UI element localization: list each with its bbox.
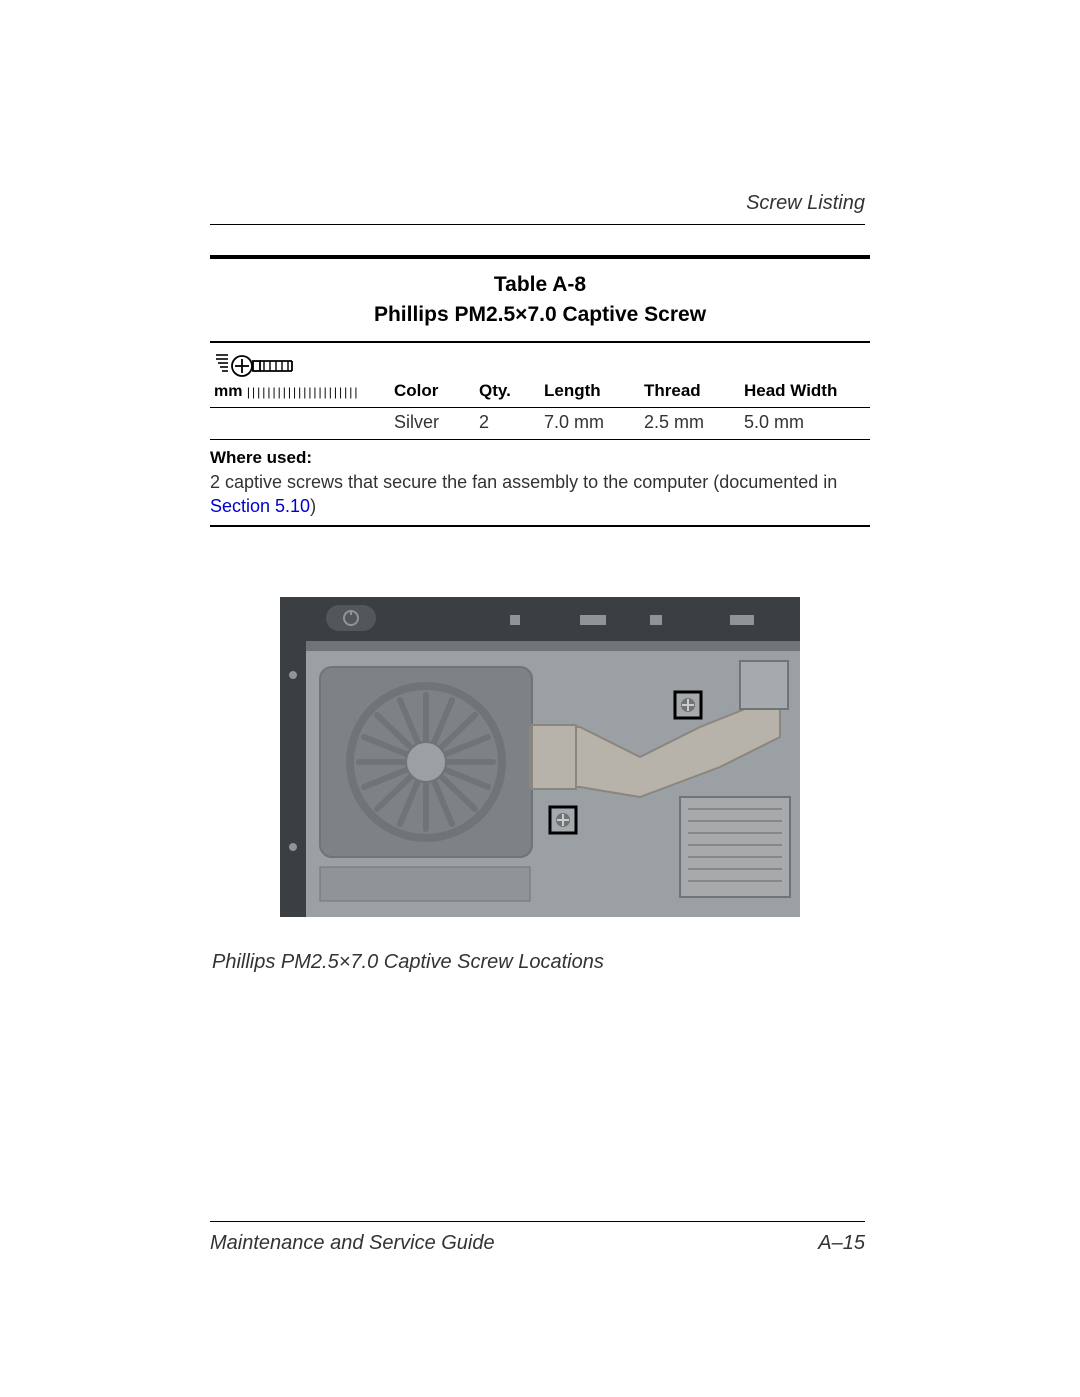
ruler-label: mm bbox=[214, 383, 242, 400]
cell-head: 5.0 mm bbox=[744, 412, 839, 433]
where-used-tail: ) bbox=[310, 496, 316, 516]
table-row: Silver 2 7.0 mm 2.5 mm 5.0 mm bbox=[210, 408, 870, 439]
footer-rule bbox=[210, 1221, 865, 1222]
table-header-row: mm |||||||||||||||||||||| Color Qty. Len… bbox=[210, 343, 870, 407]
figure-caption: Phillips PM2.5×7.0 Captive Screw Locatio… bbox=[210, 951, 870, 974]
where-used-text: 2 captive screws that secure the fan ass… bbox=[210, 468, 870, 519]
col-header-head: Head Width bbox=[744, 381, 839, 401]
screw-glyph-icon bbox=[214, 351, 324, 381]
col-header-qty: Qty. bbox=[479, 381, 544, 401]
running-header: Screw Listing bbox=[746, 192, 865, 215]
col-header-length: Length bbox=[544, 381, 644, 401]
cell-qty: 2 bbox=[479, 412, 544, 433]
laptop-internals-icon bbox=[280, 597, 800, 917]
table-title: Phillips PM2.5×7.0 Captive Screw bbox=[210, 297, 870, 341]
table-bottom-rule bbox=[210, 525, 870, 527]
screw-icon: mm |||||||||||||||||||||| bbox=[210, 351, 394, 401]
col-header-thread: Thread bbox=[644, 381, 744, 401]
footer-page-number: A–15 bbox=[818, 1232, 865, 1255]
screw-location-figure bbox=[210, 597, 870, 917]
section-link[interactable]: Section 5.10 bbox=[210, 496, 310, 516]
where-used-label: Where used: bbox=[210, 440, 870, 468]
cell-length: 7.0 mm bbox=[544, 412, 644, 433]
col-header-color: Color bbox=[394, 381, 479, 401]
header-rule bbox=[210, 224, 865, 225]
cell-color: Silver bbox=[394, 412, 479, 433]
document-page: Screw Listing Table A-8 Phillips PM2.5×7… bbox=[0, 0, 1080, 1397]
where-used-body: 2 captive screws that secure the fan ass… bbox=[210, 472, 837, 492]
footer-doc-title: Maintenance and Service Guide bbox=[210, 1232, 495, 1255]
cell-thread: 2.5 mm bbox=[644, 412, 744, 433]
table-number: Table A-8 bbox=[210, 259, 870, 297]
ruler-ticks-icon: |||||||||||||||||||||| bbox=[247, 385, 360, 399]
